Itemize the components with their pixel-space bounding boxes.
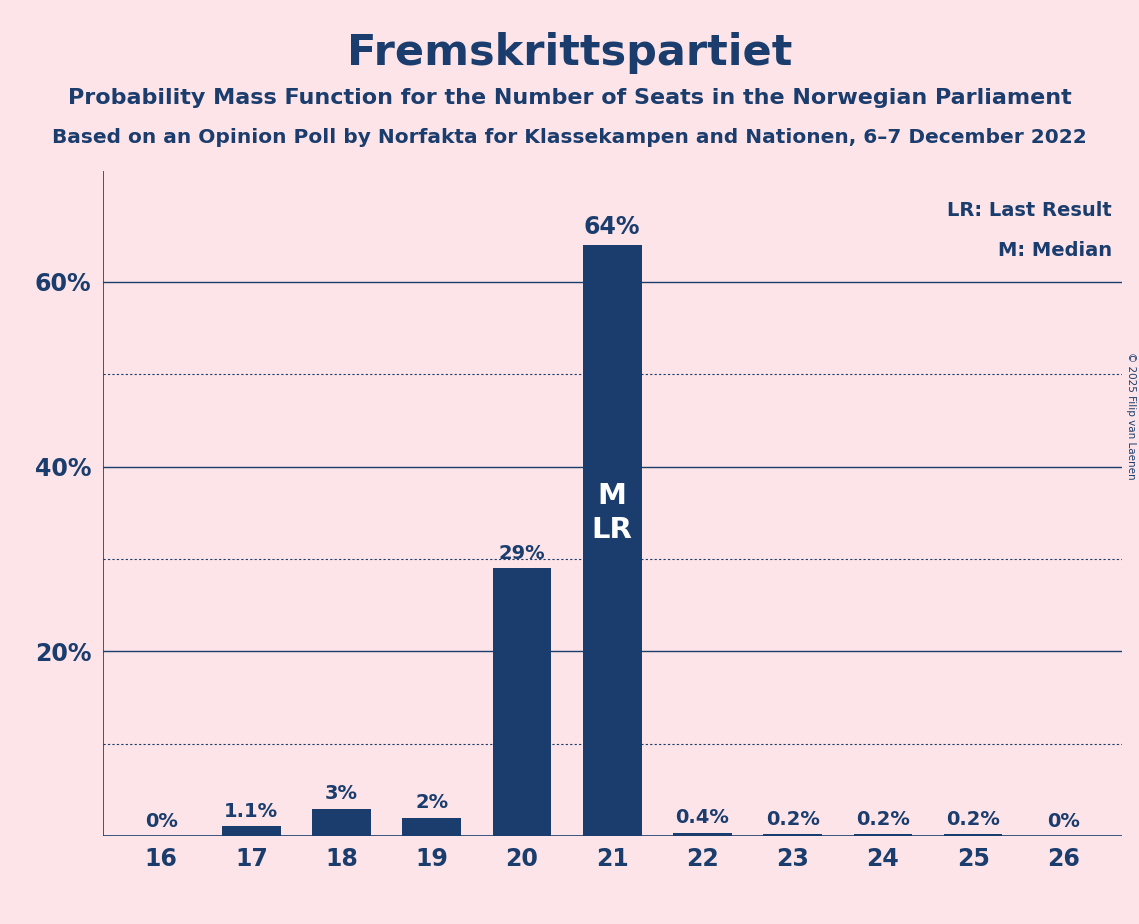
Text: M: Median: M: Median — [998, 241, 1112, 260]
Bar — [673, 833, 731, 836]
Text: 1.1%: 1.1% — [224, 801, 278, 821]
Text: Probability Mass Function for the Number of Seats in the Norwegian Parliament: Probability Mass Function for the Number… — [67, 88, 1072, 108]
Text: Based on an Opinion Poll by Norfakta for Klassekampen and Nationen, 6–7 December: Based on an Opinion Poll by Norfakta for… — [52, 128, 1087, 147]
Bar — [763, 834, 822, 836]
Text: M
LR: M LR — [592, 481, 632, 544]
Bar — [402, 818, 461, 836]
Text: 64%: 64% — [584, 215, 640, 239]
Text: Fremskrittspartiet: Fremskrittspartiet — [346, 32, 793, 74]
Bar — [944, 834, 1002, 836]
Bar — [222, 826, 280, 836]
Bar — [583, 245, 641, 836]
Text: 0.2%: 0.2% — [855, 809, 910, 829]
Bar — [493, 568, 551, 836]
Text: © 2025 Filip van Laenen: © 2025 Filip van Laenen — [1126, 352, 1136, 480]
Bar — [312, 808, 371, 836]
Bar — [853, 834, 912, 836]
Text: 3%: 3% — [325, 784, 358, 803]
Text: 29%: 29% — [499, 543, 546, 563]
Text: 2%: 2% — [416, 793, 449, 812]
Text: 0%: 0% — [145, 811, 178, 831]
Text: LR: Last Result: LR: Last Result — [947, 201, 1112, 220]
Text: 0.4%: 0.4% — [675, 808, 729, 827]
Text: 0.2%: 0.2% — [947, 809, 1000, 829]
Text: 0.2%: 0.2% — [765, 809, 820, 829]
Text: 0%: 0% — [1047, 811, 1080, 831]
